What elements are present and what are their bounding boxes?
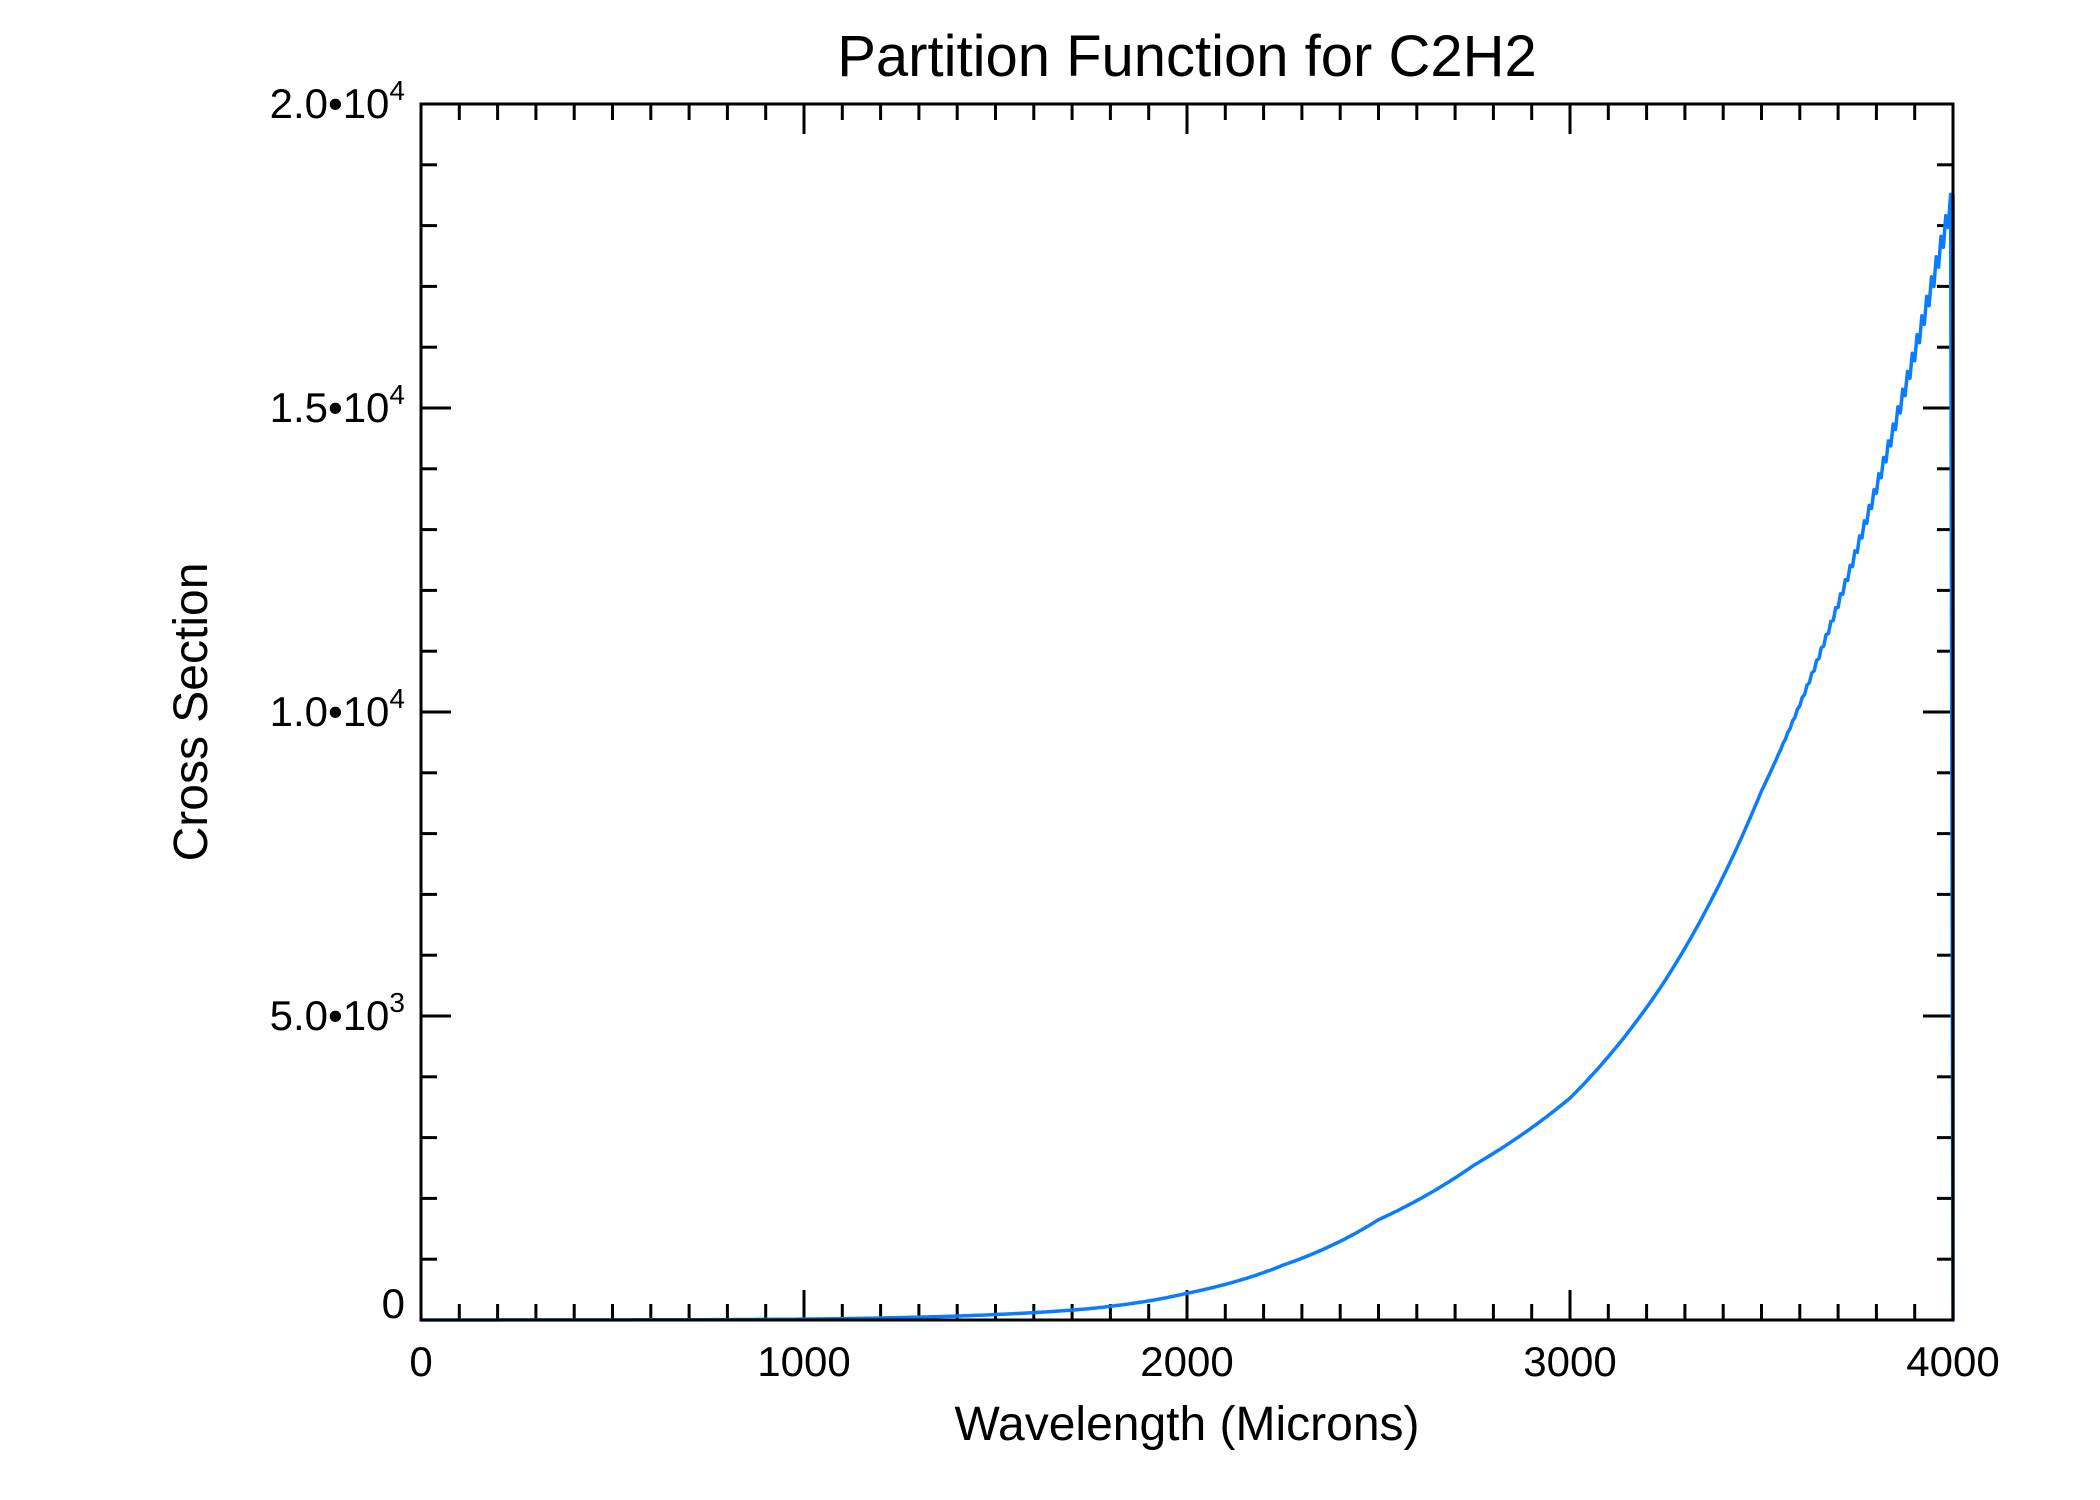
y-tick-labels: 0 5.0•103 1.0•104 1.5•104 2.0•104 bbox=[270, 75, 405, 1327]
y-tick-label: 1.0•104 bbox=[270, 683, 405, 735]
x-tick-label: 1000 bbox=[757, 1338, 850, 1385]
y-axis-label: Cross Section bbox=[165, 563, 218, 862]
x-tick-label: 3000 bbox=[1523, 1338, 1616, 1385]
y-tick-label: 5.0•103 bbox=[270, 987, 405, 1039]
x-axis-label: Wavelength (Microns) bbox=[954, 1398, 1419, 1451]
y-tick-label: 1.5•104 bbox=[270, 379, 405, 431]
y-tick-label: 2.0•104 bbox=[270, 75, 405, 127]
series-line-c2h2 bbox=[421, 192, 1955, 1322]
plot-frame bbox=[419, 102, 1955, 1322]
x-tick-label: 4000 bbox=[1906, 1338, 1999, 1385]
x-tick-label: 0 bbox=[409, 1338, 432, 1385]
chart-title: Partition Function for C2H2 bbox=[837, 24, 1537, 89]
y-tick-label: 0 bbox=[382, 1280, 405, 1327]
x-tick-labels: 0 1000 2000 3000 4000 bbox=[409, 1338, 1999, 1385]
x-tick-label: 2000 bbox=[1140, 1338, 1233, 1385]
axis-ticks bbox=[419, 102, 1955, 1322]
